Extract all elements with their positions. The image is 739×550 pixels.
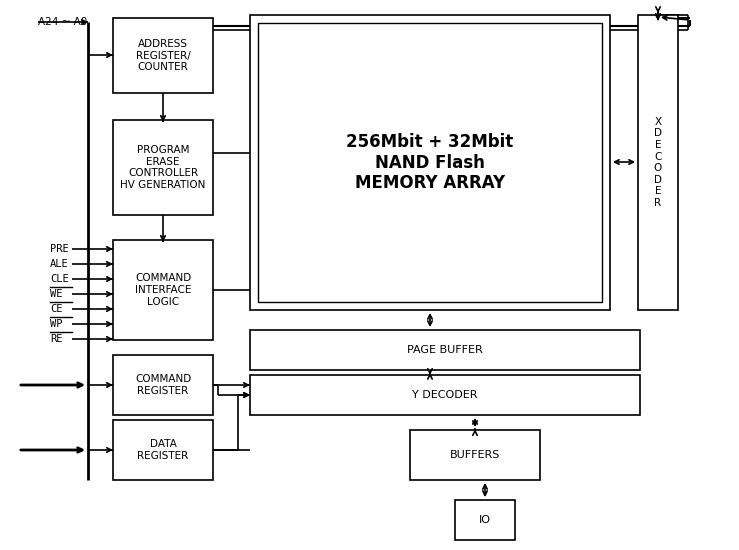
Text: WE: WE [50,289,63,299]
Text: COMMAND
REGISTER: COMMAND REGISTER [135,374,191,396]
Text: CE: CE [50,304,63,314]
Text: BUFFERS: BUFFERS [450,450,500,460]
Text: PAGE BUFFER: PAGE BUFFER [407,345,483,355]
Bar [638,15,678,310]
Text: ADDRESS
REGISTER/
COUNTER: ADDRESS REGISTER/ COUNTER [136,39,191,72]
Text: WP: WP [50,319,63,329]
Bar [250,375,640,415]
Bar [113,355,213,415]
Bar [410,430,540,480]
Text: RE: RE [50,334,63,344]
Bar [113,18,213,93]
Text: IO: IO [479,515,491,525]
Bar [250,15,610,310]
Text: Y DECODER: Y DECODER [412,390,477,400]
Bar [113,120,213,215]
Bar [250,330,640,370]
Text: PROGRAM
ERASE
CONTROLLER
HV GENERATION: PROGRAM ERASE CONTROLLER HV GENERATION [120,145,205,190]
Bar [113,240,213,340]
Text: PRE: PRE [50,244,69,254]
Text: COMMAND
INTERFACE
LOGIC: COMMAND INTERFACE LOGIC [134,273,191,306]
Text: DATA
REGISTER: DATA REGISTER [137,439,188,461]
Bar [455,500,515,540]
Text: X
D
E
C
O
D
E
R: X D E C O D E R [654,117,662,208]
Text: A24 ~ A0: A24 ~ A0 [38,17,87,27]
Bar [113,420,213,480]
Bar [258,23,602,302]
Text: 256Mbit + 32Mbit
NAND Flash
MEMORY ARRAY: 256Mbit + 32Mbit NAND Flash MEMORY ARRAY [347,133,514,192]
Text: CLE: CLE [50,274,69,284]
Text: ALE: ALE [50,259,69,269]
